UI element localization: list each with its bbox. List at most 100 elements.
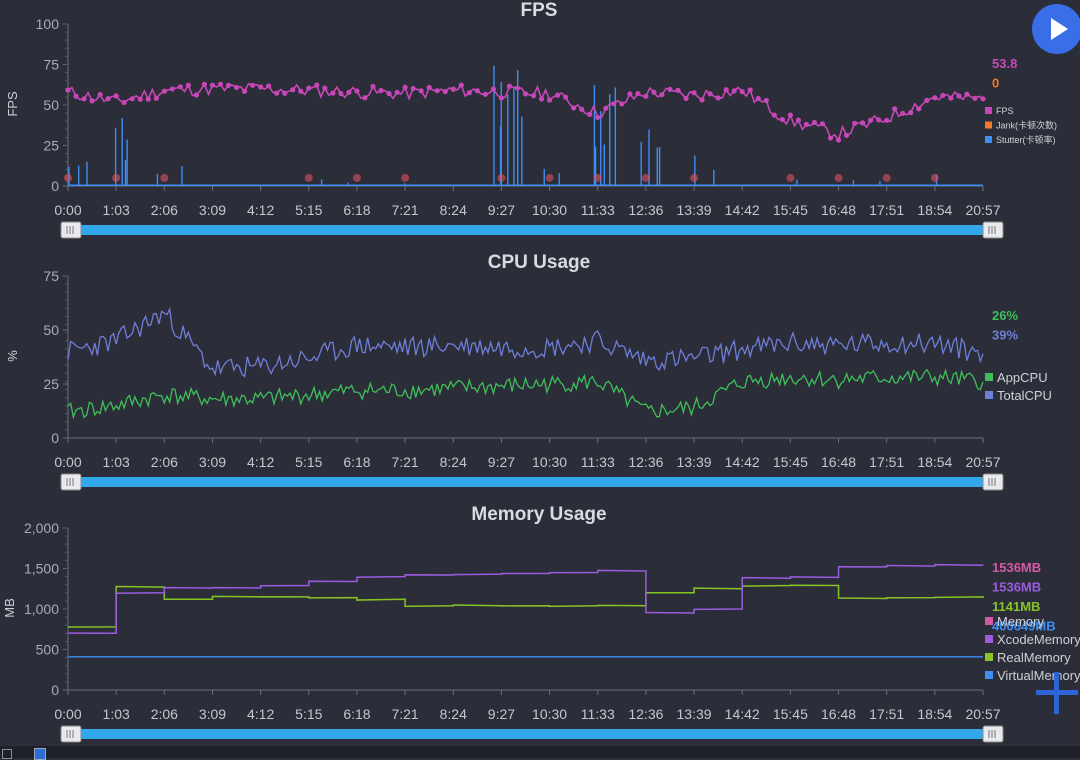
y-tick-label: 2,000: [24, 520, 59, 536]
range-slider-left-handle[interactable]: [60, 725, 82, 743]
status-toggle[interactable]: [34, 748, 46, 760]
x-tick-label: 10:30: [532, 202, 567, 218]
x-tick-label: 9:27: [488, 202, 515, 218]
legend-label: Stutter(卡顿率): [996, 134, 1056, 145]
fps-data-point: [675, 87, 681, 93]
fps-data-point: [442, 89, 448, 95]
x-tick-label: 13:39: [677, 454, 712, 470]
fps-data-point: [450, 86, 456, 92]
fps-data-point: [619, 101, 625, 107]
range-slider-right-handle[interactable]: [982, 725, 1004, 743]
range-slider-right-handle[interactable]: [982, 473, 1004, 491]
x-tick-label: 7:21: [391, 202, 418, 218]
fps-data-point: [225, 82, 232, 88]
range-slider-right-handle[interactable]: [982, 221, 1004, 239]
y-tick-label: 500: [36, 642, 60, 658]
fps-data-point: [795, 117, 801, 123]
jank-marker: [930, 173, 939, 182]
y-tick-label: 75: [43, 268, 59, 284]
x-tick-label: 4:12: [247, 706, 274, 722]
fps-data-point: [715, 95, 721, 101]
range-slider-left-handle[interactable]: [60, 221, 82, 239]
fps-data-point: [956, 93, 962, 99]
jank-marker: [593, 173, 602, 182]
fps-chart-title: FPS: [521, 0, 558, 21]
current-value-label: 1536MB: [992, 580, 1041, 595]
fps-data-point: [418, 88, 424, 94]
fps-data-point: [402, 84, 408, 90]
fps-data-point: [354, 88, 360, 94]
fps-data-point: [787, 112, 793, 118]
x-tick-label: 12:36: [628, 454, 663, 470]
range-slider-track: [68, 729, 995, 739]
fps-data-point: [924, 97, 930, 103]
fps-data-point: [370, 83, 376, 90]
x-tick-label: 2:06: [151, 454, 178, 470]
fps-data-point: [121, 99, 127, 106]
fps-data-point: [739, 89, 745, 95]
x-tick-label: 0:00: [54, 454, 81, 470]
x-tick-label: 18:54: [917, 706, 952, 722]
x-tick-label: 3:09: [199, 706, 226, 722]
x-tick-label: 6:18: [343, 202, 370, 218]
fps-data-point: [458, 82, 464, 88]
x-tick-label: 6:18: [343, 454, 370, 470]
x-tick-label: 16:48: [821, 202, 856, 218]
fps-data-point: [972, 95, 978, 101]
fps-data-point: [506, 83, 513, 89]
fps-data-point: [386, 90, 392, 97]
x-tick-label: 5:15: [295, 202, 322, 218]
plus-icon[interactable]: [1034, 670, 1080, 716]
current-value-label: 400649MB: [992, 619, 1056, 634]
fps-data-point: [282, 90, 288, 96]
legend-swatch: [985, 107, 992, 114]
fps-data-point: [843, 132, 850, 139]
x-tick-label: 15:45: [773, 454, 808, 470]
fps-data-point: [89, 98, 95, 104]
current-value-label: 0: [992, 76, 999, 91]
legend-swatch: [985, 136, 992, 143]
fps-data-point: [394, 89, 400, 95]
fps-data-point: [498, 95, 505, 101]
fps-data-point: [635, 91, 641, 97]
fps-data-point: [603, 105, 609, 111]
fps-data-point: [274, 90, 280, 96]
legend-label: Jank(卡顿次数): [996, 120, 1057, 131]
x-tick-label: 16:48: [821, 706, 856, 722]
y-tick-label: 25: [43, 138, 59, 154]
fps-data-point: [241, 88, 248, 94]
fps-data-point: [290, 87, 296, 93]
legend-label: AppCPU: [997, 370, 1048, 385]
fps-data-point: [980, 96, 986, 102]
x-tick-label: 13:39: [677, 706, 712, 722]
fps-data-point: [193, 92, 200, 98]
y-tick-label: 50: [43, 322, 59, 338]
fps-data-point: [683, 95, 689, 102]
range-slider-left-handle[interactable]: [60, 473, 82, 491]
fps-data-point: [81, 96, 87, 102]
y-tick-label: 1,000: [24, 601, 59, 617]
fps-data-point: [579, 106, 585, 112]
jank-marker: [882, 173, 891, 182]
current-value-label: 26%: [992, 308, 1018, 323]
fps-data-point: [209, 82, 216, 88]
fps-data-point: [546, 97, 553, 103]
y-tick-label: 0: [51, 178, 59, 194]
fps-data-point: [233, 84, 240, 91]
fps-data-point: [900, 110, 906, 116]
x-tick-label: 15:45: [773, 202, 808, 218]
fps-data-point: [964, 91, 970, 97]
fps-data-point: [571, 105, 577, 111]
fps-data-point: [105, 96, 111, 102]
fps-data-point: [65, 87, 71, 93]
range-slider-track: [68, 477, 995, 487]
x-tick-label: 4:12: [247, 454, 274, 470]
play-button[interactable]: [1032, 4, 1080, 54]
fps-data-point: [811, 119, 818, 126]
x-tick-label: 3:09: [199, 202, 226, 218]
current-value-label: 1536MB: [992, 560, 1041, 575]
x-tick-label: 1:03: [103, 706, 130, 722]
fps-data-point: [723, 87, 729, 93]
fps-data-point: [755, 95, 761, 102]
x-tick-label: 17:51: [869, 202, 904, 218]
